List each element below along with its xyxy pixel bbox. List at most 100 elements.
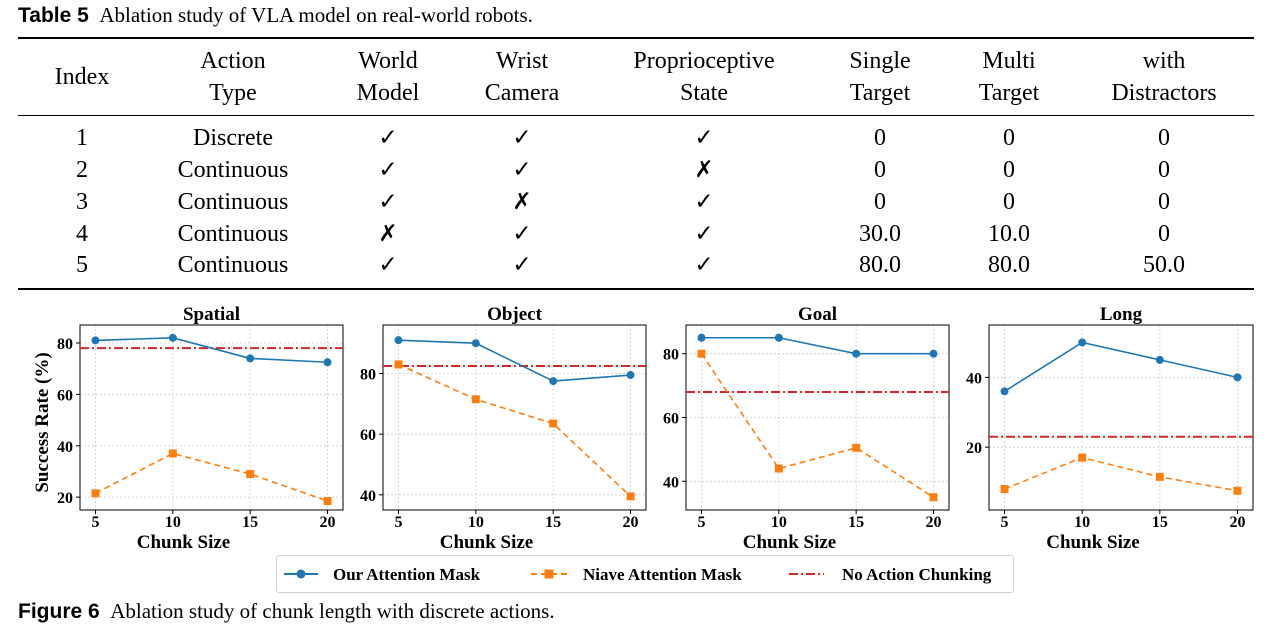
data-point-our (246, 354, 255, 363)
x-axis-label: Chunk Size (1046, 532, 1139, 553)
figure-caption-text: Ablation study of chunk length with disc… (110, 599, 555, 623)
header-with-distractors-line1: with (1142, 48, 1186, 74)
data-point-naive (774, 464, 783, 473)
header-world-model: World Model (357, 45, 420, 109)
data-point-our (852, 349, 861, 358)
chart-title: Object (487, 304, 543, 325)
data-point-naive (394, 360, 403, 369)
plot-frame (79, 324, 344, 511)
table-top-rule (18, 37, 1254, 39)
header-action-type-line1: Action (200, 48, 266, 74)
chart-panel-group: 5 10 15 20 20 40 60 80 Spatial Chunk Size Success … (32, 304, 1254, 553)
table-cell: ✓ (378, 189, 398, 215)
table-cell: 0 (1158, 189, 1170, 215)
data-point-naive (549, 419, 558, 428)
header-world-model-line1: World (358, 48, 418, 74)
data-point-naive (929, 493, 938, 502)
legend-swatches: Our Attention Mask Niave Attention Mask … (284, 565, 992, 584)
table-cell: ✗ (512, 189, 532, 215)
header-index-line1: Index (54, 64, 110, 90)
legend-label-our: Our Attention Mask (333, 565, 481, 584)
chart-legend: Our Attention Mask Niave Attention Mask … (276, 555, 1014, 593)
y-tick-label: 40 (663, 474, 679, 491)
x-tick-label: 10 (165, 514, 181, 531)
table-cell: 0 (1003, 157, 1015, 183)
y-axis-label: Success Rate (%) (32, 352, 53, 492)
x-tick-label: 10 (1074, 514, 1090, 531)
y-tick-label: 40 (360, 488, 376, 505)
figure-caption: Figure 6 Ablation study of chunk length … (18, 599, 555, 624)
data-point-naive (323, 497, 332, 506)
header-action-type-line2: Type (209, 80, 257, 106)
series-naive-line (1004, 456, 1238, 492)
table-cell: 80.0 (988, 252, 1030, 278)
data-point-naive (246, 470, 255, 479)
y-tick-label: 80 (57, 336, 73, 353)
x-tick-label: 15 (1152, 514, 1168, 531)
x-tick-label: 5 (91, 514, 99, 531)
table-cell: 1 (76, 125, 88, 151)
table-cell: ✓ (512, 252, 532, 278)
series-naive-line (398, 363, 632, 497)
table-cell: 0 (1158, 221, 1170, 247)
x-axis-label: Chunk Size (137, 532, 230, 553)
data-point-our (774, 333, 783, 342)
table-cell: Continuous (177, 189, 289, 215)
x-tick-label: 20 (623, 514, 639, 531)
data-point-our (323, 358, 332, 367)
header-single-target: Single Target (849, 45, 910, 109)
legend-label-naive: Niave Attention Mask (583, 565, 742, 584)
table-cell: 3 (76, 189, 88, 215)
y-tick-label: 60 (57, 387, 73, 404)
table-cell: 4 (76, 221, 88, 247)
table-cell: 0 (1003, 189, 1015, 215)
x-tick-label: 10 (771, 514, 787, 531)
x-tick-label: 15 (848, 514, 864, 531)
table-cell: 0 (1003, 125, 1015, 151)
data-point-our (168, 333, 177, 342)
series-our-line (1004, 341, 1238, 392)
chart-title: Long (1100, 304, 1143, 325)
x-tick-label: 5 (697, 514, 705, 531)
legend-our-marker (296, 569, 306, 579)
header-wrist-camera-line2: Camera (484, 80, 560, 106)
header-index: Index (55, 61, 110, 93)
table-bottom-rule (18, 288, 1254, 290)
table-cell: 5 (76, 252, 88, 278)
figure-caption-label: Figure 6 (18, 600, 100, 623)
legend-naive-marker (544, 569, 554, 579)
data-point-our (91, 336, 100, 345)
plot-frame (382, 324, 647, 511)
x-tick-label: 15 (242, 514, 258, 531)
table-cell: Continuous (177, 157, 289, 183)
data-point-naive (471, 395, 480, 404)
table-cell: ✓ (512, 221, 532, 247)
x-tick-label: 20 (1229, 514, 1245, 531)
series-naive-line (700, 353, 934, 498)
data-point-our (1078, 338, 1087, 347)
table-cell: 10.0 (988, 221, 1030, 247)
header-wrist-camera: Wrist Camera (485, 45, 560, 109)
header-single-target-line2: Target (849, 80, 911, 106)
x-tick-label: 5 (394, 514, 402, 531)
data-point-our (1000, 387, 1009, 396)
chart-title: Goal (798, 304, 837, 325)
table-cell: 0 (1158, 157, 1170, 183)
chart-title: Spatial (183, 304, 240, 325)
table-cell: ✗ (694, 157, 714, 183)
data-point-our (1233, 373, 1242, 382)
table-cell: ✓ (512, 157, 532, 183)
series-our-line (701, 336, 934, 355)
x-axis-label: Chunk Size (440, 532, 533, 553)
y-tick-label: 60 (663, 411, 679, 428)
series-our-line (398, 339, 631, 382)
header-multi-target-line2: Target (978, 80, 1040, 106)
y-tick-label: 20 (57, 490, 73, 507)
x-tick-label: 20 (320, 514, 336, 531)
header-world-model-line2: Model (356, 80, 420, 106)
data-point-our (549, 377, 558, 386)
data-point-naive (697, 349, 706, 358)
table-cell: Discrete (193, 125, 273, 151)
x-tick-label: 5 (1001, 514, 1009, 531)
table-caption: Table 5 Ablation study of VLA model on r… (18, 3, 533, 28)
